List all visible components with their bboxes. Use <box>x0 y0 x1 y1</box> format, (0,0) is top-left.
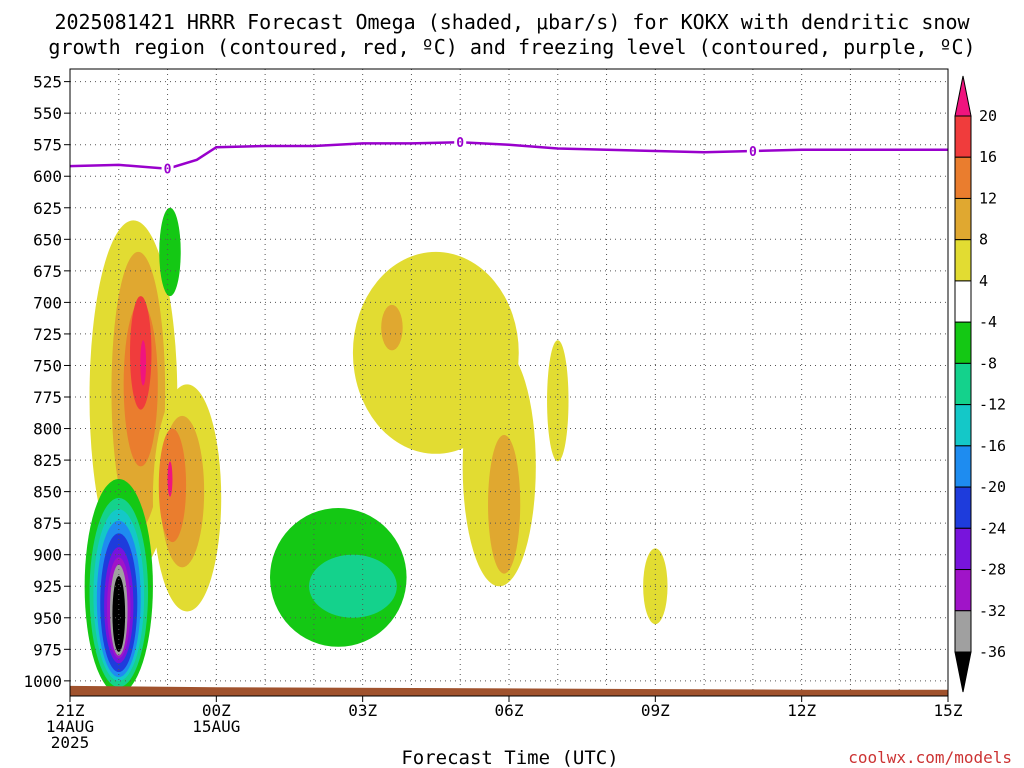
y-tick-label: 1000 <box>23 672 62 691</box>
colorbar-bottom-arrow <box>954 651 972 693</box>
y-tick-label: 900 <box>33 546 62 565</box>
y-tick-label: 675 <box>33 262 62 281</box>
x-tick-label: 00Z <box>202 701 231 720</box>
colorbar-bin-2 <box>954 156 972 199</box>
y-axis-pressure: 525 550 575 600 625 650 675 700 725 750 775 800 825 8… <box>23 73 70 691</box>
colorbar-bin-3 <box>954 197 972 241</box>
colorbar-bin-10 <box>954 486 972 529</box>
omega-region-9 <box>159 207 181 297</box>
omega-region-7 <box>158 428 187 543</box>
x-tick-label: 15Z <box>934 701 963 720</box>
colorbar-bin-6 <box>954 321 972 364</box>
freezing-level-label: 0 <box>456 136 464 151</box>
colorbar-label: -20 <box>979 478 1006 496</box>
colorbar-label: 4 <box>979 272 988 290</box>
x-tick-label: 09Z <box>641 701 670 720</box>
ground-surface <box>70 685 948 696</box>
freezing-level-label: 0 <box>749 145 757 160</box>
y-tick-label: 700 <box>33 293 62 312</box>
omega-region-23 <box>488 434 521 574</box>
colorbar-bin-5 <box>954 280 972 323</box>
y-tick-label: 875 <box>33 514 62 533</box>
colorbar-bin-4 <box>954 239 972 282</box>
x-tick-label: 15AUG <box>192 717 240 736</box>
y-tick-label: 625 <box>33 199 62 218</box>
colorbar-bin-12 <box>954 569 972 612</box>
x-tick-label: 03Z <box>348 701 377 720</box>
y-tick-label: 750 <box>33 356 62 375</box>
colorbar-label: -36 <box>979 643 1006 661</box>
colorbar-label: -16 <box>979 437 1006 455</box>
credit-text[interactable]: coolwx.com/models <box>848 748 1012 767</box>
x-axis-title: Forecast Time (UTC) <box>401 747 618 768</box>
omega-shading <box>84 207 668 694</box>
y-tick-label: 725 <box>33 325 62 344</box>
colorbar-top-arrow <box>954 75 972 117</box>
y-tick-label: 925 <box>33 577 62 596</box>
x-tick-label: 06Z <box>495 701 524 720</box>
x-tick-label: 14AUG <box>46 717 94 736</box>
colorbar-label: -4 <box>979 313 997 331</box>
y-tick-label: 825 <box>33 451 62 470</box>
ground-fill <box>70 685 948 696</box>
omega-region-20 <box>309 554 397 618</box>
y-tick-label: 800 <box>33 420 62 439</box>
colorbar-bin-7 <box>954 362 972 406</box>
x-tick-label: 12Z <box>787 701 816 720</box>
y-tick-label: 600 <box>33 167 62 186</box>
y-tick-label: 850 <box>33 483 62 502</box>
colorbar-label: -24 <box>979 519 1006 537</box>
freezing-level-line <box>70 140 948 170</box>
title-line-1: 2025081421 HRRR Forecast Omega (shaded, … <box>54 10 970 34</box>
colorbar-bin-9 <box>954 445 972 488</box>
colorbar-label: -28 <box>979 561 1006 579</box>
colorbar-label: -12 <box>979 396 1006 414</box>
omega-colorbar: 20 16 12 8 4 -4 -8 -12 -16 -20 -24 -28 -32 -36 <box>954 75 1006 693</box>
omega-region-24 <box>381 304 403 351</box>
x-tick-label: 21Z <box>56 701 85 720</box>
y-tick-label: 950 <box>33 609 62 628</box>
y-tick-label: 975 <box>33 640 62 659</box>
colorbar-label: 8 <box>979 231 988 249</box>
freezing-label-bg <box>746 143 759 160</box>
chart-title: 2025081421 HRRR Forecast Omega (shaded, … <box>48 10 975 59</box>
omega-region-4 <box>140 340 147 386</box>
colorbar-label: -8 <box>979 354 997 372</box>
title-line-2: growth region (contoured, red, ºC) and f… <box>48 35 975 59</box>
colorbar-bin-1 <box>954 115 972 158</box>
omega-region-18 <box>112 576 126 652</box>
y-tick-label: 650 <box>33 230 62 249</box>
y-tick-label: 550 <box>33 104 62 123</box>
colorbar-label: 12 <box>979 189 997 207</box>
omega-region-25 <box>547 340 569 462</box>
colorbar-label: -32 <box>979 602 1006 620</box>
y-tick-label: 575 <box>33 136 62 155</box>
freezing-label-bg <box>161 160 174 177</box>
colorbar-bin-8 <box>954 404 972 447</box>
plot-area: 0 0 0 <box>70 69 948 696</box>
freezing-level-label: 0 <box>164 163 172 178</box>
colorbar-label: 16 <box>979 148 997 166</box>
omega-region-8 <box>167 461 173 497</box>
colorbar-label: 20 <box>979 107 997 125</box>
colorbar-bin-13 <box>954 610 972 653</box>
x-tick-label: 2025 <box>51 733 90 752</box>
y-tick-label: 775 <box>33 388 62 407</box>
freezing-label-bg <box>454 134 467 151</box>
colorbar-bin-11 <box>954 527 972 571</box>
freezing-level-contour: 0 0 0 <box>70 134 948 178</box>
y-tick-label: 525 <box>33 73 62 92</box>
